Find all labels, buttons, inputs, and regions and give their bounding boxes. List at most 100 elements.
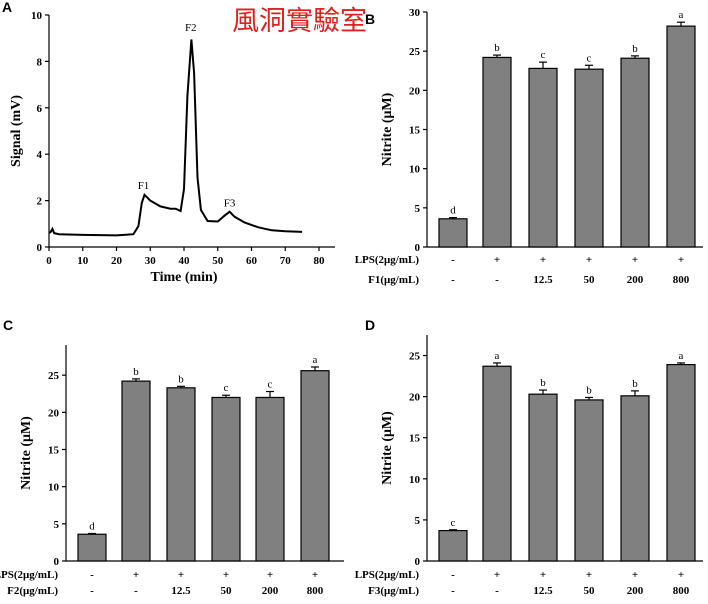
significance-letter: b (632, 378, 638, 390)
bar-b-3 (574, 68, 604, 248)
y-tick-label: 10 (31, 10, 43, 22)
lps-value: + (178, 569, 184, 581)
y-tick-label: 0 (415, 242, 421, 254)
panel-label-a: A (2, 0, 12, 15)
dose-value: - (451, 585, 455, 597)
y-tick-label: 5 (415, 203, 421, 215)
dose-value: - (451, 274, 455, 286)
x-tick-label: 60 (246, 255, 258, 267)
y-tick-label: 25 (409, 46, 421, 58)
dose-value: 200 (262, 585, 279, 597)
bar-c-3 (211, 396, 241, 562)
significance-letter: d (89, 520, 95, 532)
lps-value: + (632, 569, 638, 581)
significance-letter: a (313, 354, 318, 366)
lps-value: + (586, 569, 592, 581)
x-tick-label: 20 (111, 255, 123, 267)
y-axis-title-c: Nitrite (μM) (19, 416, 34, 490)
y-tick-label: 0 (54, 556, 60, 568)
y-tick-label: 5 (54, 519, 60, 531)
bar-c-5 (300, 370, 330, 562)
bar-d-1 (482, 365, 512, 562)
significance-letter: b (632, 43, 638, 55)
significance-letter: c (587, 52, 592, 64)
dose-value: - (90, 585, 94, 597)
peak-label-f1: F1 (138, 180, 150, 192)
y-tick-label: 2 (37, 196, 43, 208)
significance-letter: a (679, 350, 684, 362)
y-tick-label: 25 (409, 351, 421, 363)
row-label-lps: LPS(2μg/mL) (355, 254, 420, 266)
bar-b-5 (666, 25, 696, 248)
bar-c-0 (77, 533, 107, 562)
dose-value: 800 (673, 274, 690, 286)
peak-label-f2: F2 (185, 22, 197, 34)
bar-b-1 (482, 56, 512, 248)
lps-value: - (90, 569, 94, 581)
lps-value: + (586, 254, 592, 266)
y-tick-label: 20 (409, 392, 421, 404)
x-axis-title: Time (min) (150, 270, 217, 285)
y-tick-label: 15 (48, 445, 60, 457)
lps-value: + (632, 254, 638, 266)
bar-c-1 (121, 380, 151, 562)
bar-b-2 (528, 67, 558, 248)
lps-value: - (451, 569, 455, 581)
significance-letter: c (451, 517, 456, 529)
lps-value: + (267, 569, 273, 581)
row-label-dose: F1(μg/mL) (368, 274, 419, 286)
y-axis-title: Signal (mV) (9, 95, 24, 167)
y-tick-label: 20 (48, 407, 60, 419)
y-tick-label: 6 (37, 103, 43, 115)
significance-letter: b (586, 384, 592, 396)
x-tick-label: 0 (46, 255, 52, 267)
y-tick-label: 8 (37, 56, 43, 68)
x-tick-label: 70 (280, 255, 292, 267)
significance-letter: d (450, 205, 456, 217)
bar-d-4 (620, 395, 650, 562)
significance-letter: a (495, 350, 500, 362)
dose-value: 200 (627, 274, 644, 286)
panel-label-d: D (365, 317, 375, 333)
bar-b-0 (438, 218, 468, 248)
bar-d-0 (438, 529, 468, 562)
y-tick-label: 0 (415, 556, 421, 568)
dose-value: 12.5 (533, 585, 553, 597)
watermark: 風洞實驗室 (232, 6, 367, 37)
dose-value: 12.5 (533, 274, 553, 286)
y-tick-label: 10 (48, 482, 60, 494)
dose-value: - (495, 585, 499, 597)
y-tick-label: 0 (37, 242, 43, 254)
row-label-dose: F2(μg/mL) (7, 585, 58, 597)
x-tick-label: 10 (77, 255, 89, 267)
lps-value: + (494, 254, 500, 266)
y-axis-title-b: Nitrite (μM) (380, 92, 395, 166)
y-tick-label: 15 (409, 433, 421, 445)
lps-value: + (223, 569, 229, 581)
dose-value: 200 (627, 585, 644, 597)
dose-value: 800 (307, 585, 324, 597)
dose-value: 50 (221, 585, 233, 597)
significance-letter: a (679, 9, 684, 21)
dose-value: 50 (584, 585, 596, 597)
panel-label-b: B (365, 11, 375, 27)
significance-letter: b (133, 366, 139, 378)
y-tick-label: 25 (48, 370, 60, 382)
dose-value: 50 (584, 274, 596, 286)
significance-letter: b (178, 373, 184, 385)
row-label-lps: LPS(2μg/mL) (0, 569, 58, 581)
x-tick-label: 50 (212, 255, 224, 267)
lps-value: - (451, 254, 455, 266)
lps-value: + (494, 569, 500, 581)
y-tick-label: 20 (409, 85, 421, 97)
peak-label-f3: F3 (224, 197, 236, 209)
lps-value: + (133, 569, 139, 581)
significance-letter: c (268, 379, 273, 391)
bar-c-2 (166, 387, 196, 562)
dose-value: 800 (673, 585, 690, 597)
y-tick-label: 10 (409, 164, 421, 176)
y-tick-label: 5 (415, 515, 421, 527)
significance-letter: c (224, 382, 229, 394)
lps-value: + (540, 254, 546, 266)
